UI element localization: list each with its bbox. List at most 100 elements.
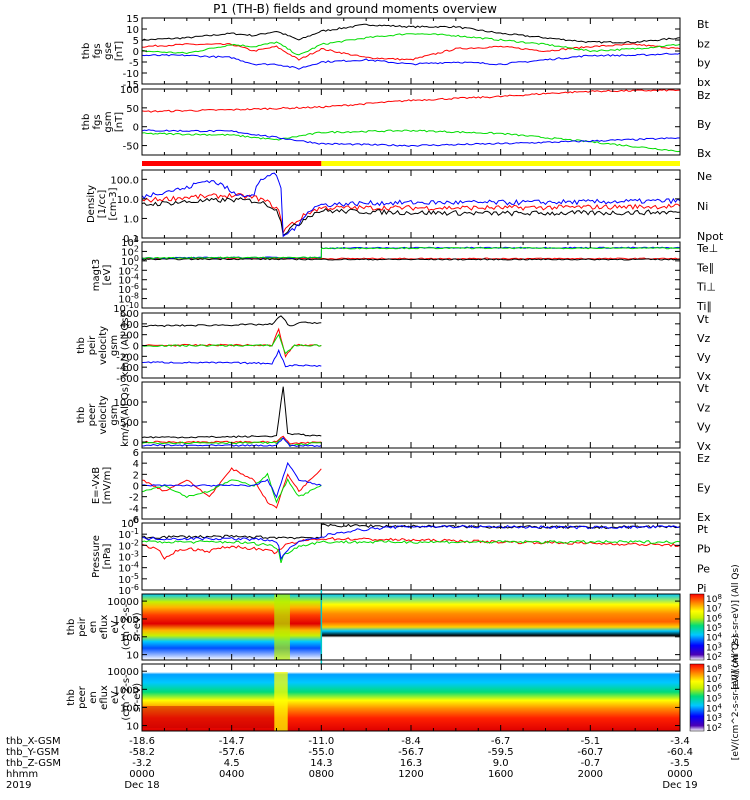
time-axis-row-label: thb_Y-GSM bbox=[6, 747, 59, 758]
plot-title: P1 (TH-B) fields and ground moments over… bbox=[213, 2, 497, 16]
time-axis-tick-x_gsm: -18.6 bbox=[129, 736, 155, 747]
trace-fgs-gse-bz bbox=[141, 43, 681, 61]
panel-peir-eflux: 10000100010010thbpeirenefluxeV(cm^2-s-sr… bbox=[66, 590, 681, 664]
legend-fgs-gse-Bt: Bt bbox=[697, 18, 710, 31]
y-tick-label: 0 bbox=[133, 438, 139, 449]
colorbar-title: [eV/(cm^2-s-sr-eV)] (All Qs) bbox=[731, 564, 741, 689]
y-axis-label-line: thb bbox=[81, 43, 92, 60]
y-tick-label: 100 bbox=[120, 703, 139, 714]
time-axis-tick-y_gsm: -59.5 bbox=[488, 747, 514, 758]
time-axis-tick-hhmm: 0400 bbox=[219, 769, 244, 780]
time-axis-tick-x_gsm: -11.0 bbox=[308, 736, 334, 747]
legend-density-Npot: Npot bbox=[697, 230, 724, 243]
time-axis-tick-date: Dec 18 bbox=[124, 780, 159, 791]
legend-peir-velocity-Vt: Vt bbox=[697, 313, 710, 326]
trace-peir-velocity-Vy bbox=[141, 333, 322, 355]
y-tick-label: 100 bbox=[121, 516, 139, 530]
legend-peer-velocity-Vy: Vy bbox=[697, 421, 711, 434]
legend-temperature-Ti∥: Ti∥ bbox=[696, 300, 712, 313]
y-axis-label-line: thb bbox=[76, 407, 87, 424]
panel-frame bbox=[141, 241, 681, 309]
colorbar-tick-label: 108 bbox=[706, 663, 722, 675]
y-axis-label-line: eflux bbox=[99, 615, 110, 640]
y-axis-label-line: km/s (All Qs) bbox=[120, 383, 131, 447]
y-axis-label: thbpeerenefluxeV(cm^2-s-sr-eV) bbox=[66, 674, 143, 721]
y-tick-label: 10000 bbox=[107, 667, 139, 678]
y-tick-label: 5 bbox=[133, 36, 139, 47]
trace-pressure-Pe bbox=[141, 539, 681, 564]
y-axis-label-line: fgs bbox=[92, 43, 103, 58]
trace-fgs-gsm-Bx bbox=[141, 129, 681, 147]
time-axis-tick-z_gsm: 9.0 bbox=[493, 758, 509, 769]
y-tick-label: 100 bbox=[121, 254, 139, 268]
y-tick-label: -6 bbox=[129, 515, 139, 526]
y-axis-label: Density[1/cc][cm-3] bbox=[86, 185, 119, 223]
y-axis-label-line: fgs bbox=[92, 114, 103, 129]
time-axis-tick-z_gsm: -3.5 bbox=[670, 758, 690, 769]
y-tick-label: 10-6 bbox=[118, 583, 139, 597]
legends: BtbzbybxBzByBxNeNiNpotTe⊥Te∥Ti⊥Ti∥VtVzVy… bbox=[689, 18, 741, 760]
legend-temperature-Te⊥: Te⊥ bbox=[696, 242, 718, 255]
colorbar-tick-label: 104 bbox=[706, 702, 722, 714]
legend-fgs-gsm-By: By bbox=[697, 118, 712, 131]
y-axis-label-line: [nT] bbox=[114, 112, 125, 132]
panel-frame bbox=[141, 381, 681, 449]
y-tick-label: 10.0 bbox=[117, 195, 139, 206]
y-tick-label: 1000 bbox=[114, 398, 139, 409]
y-axis-label-line: [nPa] bbox=[102, 543, 113, 569]
y-axis-label-line: Pressure bbox=[91, 535, 102, 578]
colorbar-tick-label: 108 bbox=[706, 593, 722, 605]
colorbar-bar bbox=[689, 593, 705, 661]
panel-peer-eflux: 10000100010010thbpeerenefluxeV(cm^2-s-sr… bbox=[66, 663, 681, 733]
legend-efield-Ex: Ex bbox=[697, 511, 711, 524]
colorbar-tick-label: 105 bbox=[706, 693, 722, 705]
y-tick-label: 4 bbox=[133, 459, 139, 470]
trace-pressure-Pi bbox=[142, 524, 681, 561]
legend-fgs-gsm-Bx: Bx bbox=[697, 147, 712, 160]
trace-fgs-gse-by bbox=[141, 33, 681, 56]
y-axis-label-line: thb bbox=[81, 114, 92, 131]
legend-efield-Ez: Ez bbox=[697, 452, 710, 465]
y-axis-label-line: eV bbox=[110, 620, 121, 633]
legend-peir-velocity-Vy: Vy bbox=[697, 351, 711, 364]
y-axis-label-line: sr-eV) bbox=[132, 683, 143, 712]
time-axis-tick-x_gsm: -14.7 bbox=[219, 736, 245, 747]
y-axis-label: Pressure[nPa] bbox=[91, 535, 113, 578]
y-axis-label-line: gse bbox=[103, 42, 114, 60]
y-tick-label: 50 bbox=[126, 104, 139, 115]
trace-peir-velocity-Vz bbox=[141, 327, 322, 359]
trace-peer-velocity-Vt bbox=[141, 386, 322, 439]
colorbar-tick-label: 103 bbox=[706, 712, 722, 724]
time-axis-tick-z_gsm: 16.3 bbox=[400, 758, 422, 769]
y-tick-label: 10-5 bbox=[118, 572, 139, 586]
y-tick-label: 10 bbox=[126, 25, 139, 36]
y-tick-label: 100 bbox=[120, 633, 139, 644]
time-axis-tick-hhmm: 1200 bbox=[398, 769, 423, 780]
trace-peir-velocity-Vt bbox=[141, 315, 322, 328]
y-axis-label-line: [cm-3] bbox=[108, 187, 119, 220]
y-tick-label: 6 bbox=[133, 448, 139, 459]
y-tick-label: 10-3 bbox=[118, 550, 139, 564]
y-tick-label: 100.0 bbox=[110, 175, 139, 186]
legend-peir-velocity-Vx: Vx bbox=[697, 370, 712, 383]
legend-peer-velocity-Vx: Vx bbox=[697, 440, 712, 453]
time-axis-tick-z_gsm: -3.2 bbox=[132, 758, 152, 769]
panel-fgs-gsm: 100 50 0 -50 thbfgsgsm[nT] bbox=[81, 85, 681, 156]
y-axis-label-line: en bbox=[88, 691, 99, 704]
colorbar-tick-label: 106 bbox=[706, 683, 722, 695]
trace-temperature-Te⊥ bbox=[141, 257, 681, 260]
y-tick-label: 10-6 bbox=[118, 282, 139, 296]
mode-bar bbox=[142, 161, 680, 166]
y-axis-label-line: thb bbox=[76, 337, 87, 354]
legend-pressure-Pt: Pt bbox=[697, 523, 709, 536]
legend-peir-velocity-Vz: Vz bbox=[697, 332, 711, 345]
trace-fgs-gse-bx bbox=[141, 52, 681, 70]
y-axis-label-line: eV bbox=[110, 691, 121, 704]
y-axis-label-line: peir bbox=[87, 335, 98, 355]
y-tick-label: 1000 bbox=[114, 685, 139, 696]
y-tick-label: 10-2 bbox=[118, 263, 139, 277]
trace-temperature-Ti∥ bbox=[141, 246, 681, 260]
legend-peer-velocity-Vt: Vt bbox=[697, 382, 710, 395]
legend-density-Ne: Ne bbox=[697, 170, 712, 183]
